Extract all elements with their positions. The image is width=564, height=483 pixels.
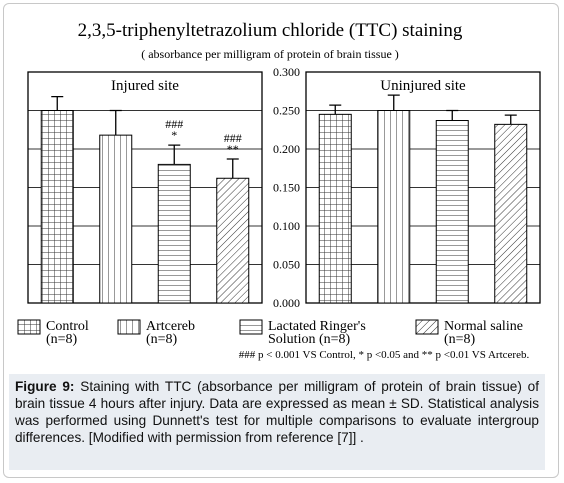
- footnote: ### p < 0.001 VS Control, * p <0.05 and …: [239, 349, 530, 361]
- panel-frame: [27, 71, 263, 304]
- legend-swatch: [415, 319, 439, 335]
- y-tick-label: 0.250: [273, 104, 300, 118]
- legend-label: Normal saline: [444, 319, 523, 334]
- caption-text: Staining with TTC (absorbance per millig…: [15, 379, 539, 445]
- bar: [99, 134, 133, 304]
- y-tick-label: 0.150: [273, 181, 300, 195]
- error-bar: [51, 95, 64, 111]
- y-tick-label: 0.100: [273, 219, 300, 233]
- panel-title: Injured site: [111, 78, 179, 94]
- legend-label: (n=8): [146, 332, 178, 347]
- legend-swatch: [117, 319, 141, 335]
- y-tick-label: 0.200: [273, 142, 300, 156]
- caption: Figure 9: Staining with TTC (absorbance …: [9, 374, 545, 470]
- panel-frame: [305, 71, 541, 304]
- bar: [494, 123, 528, 304]
- bar: [157, 163, 191, 304]
- y-tick-label: 0.300: [273, 65, 300, 79]
- error-bar: [109, 109, 122, 136]
- error-bar: [387, 94, 400, 111]
- error-bar: [226, 158, 239, 179]
- bar: [216, 177, 250, 304]
- bar: [40, 110, 74, 304]
- bar: [435, 120, 469, 304]
- y-tick-label: 0.050: [273, 258, 300, 272]
- error-bar: [446, 109, 459, 121]
- error-bar: [168, 144, 181, 165]
- legend-label: (n=8): [444, 332, 476, 347]
- legend-swatch: [239, 319, 263, 335]
- significance-label: ###: [165, 117, 183, 131]
- legend-swatch: [17, 319, 41, 335]
- error-bar: [504, 114, 517, 125]
- y-tick-label: 0.000: [273, 296, 300, 310]
- error-bar: [329, 104, 342, 115]
- bar: [318, 113, 352, 304]
- chart: 2,3,5-triphenyltetrazolium chloride (TTC…: [17, 20, 541, 361]
- legend-label: (n=8): [46, 332, 78, 347]
- legend-label: Artcereb: [146, 319, 195, 334]
- significance-label: *: [171, 128, 177, 142]
- legend-label: Lactated Ringer's: [268, 319, 366, 334]
- significance-label: ###: [224, 131, 242, 145]
- bar: [377, 110, 411, 304]
- legend-label: Control: [46, 319, 89, 334]
- legend-label: Solution (n=8): [268, 332, 351, 347]
- chart-title: 2,3,5-triphenyltetrazolium chloride (TTC…: [78, 20, 463, 41]
- significance-label: **: [227, 142, 239, 156]
- caption-label: Figure 9:: [15, 379, 75, 394]
- chart-subtitle: ( absorbance per milligram of protein of…: [141, 47, 399, 61]
- frame: [3, 3, 559, 478]
- panel-title: Uninjured site: [380, 78, 466, 94]
